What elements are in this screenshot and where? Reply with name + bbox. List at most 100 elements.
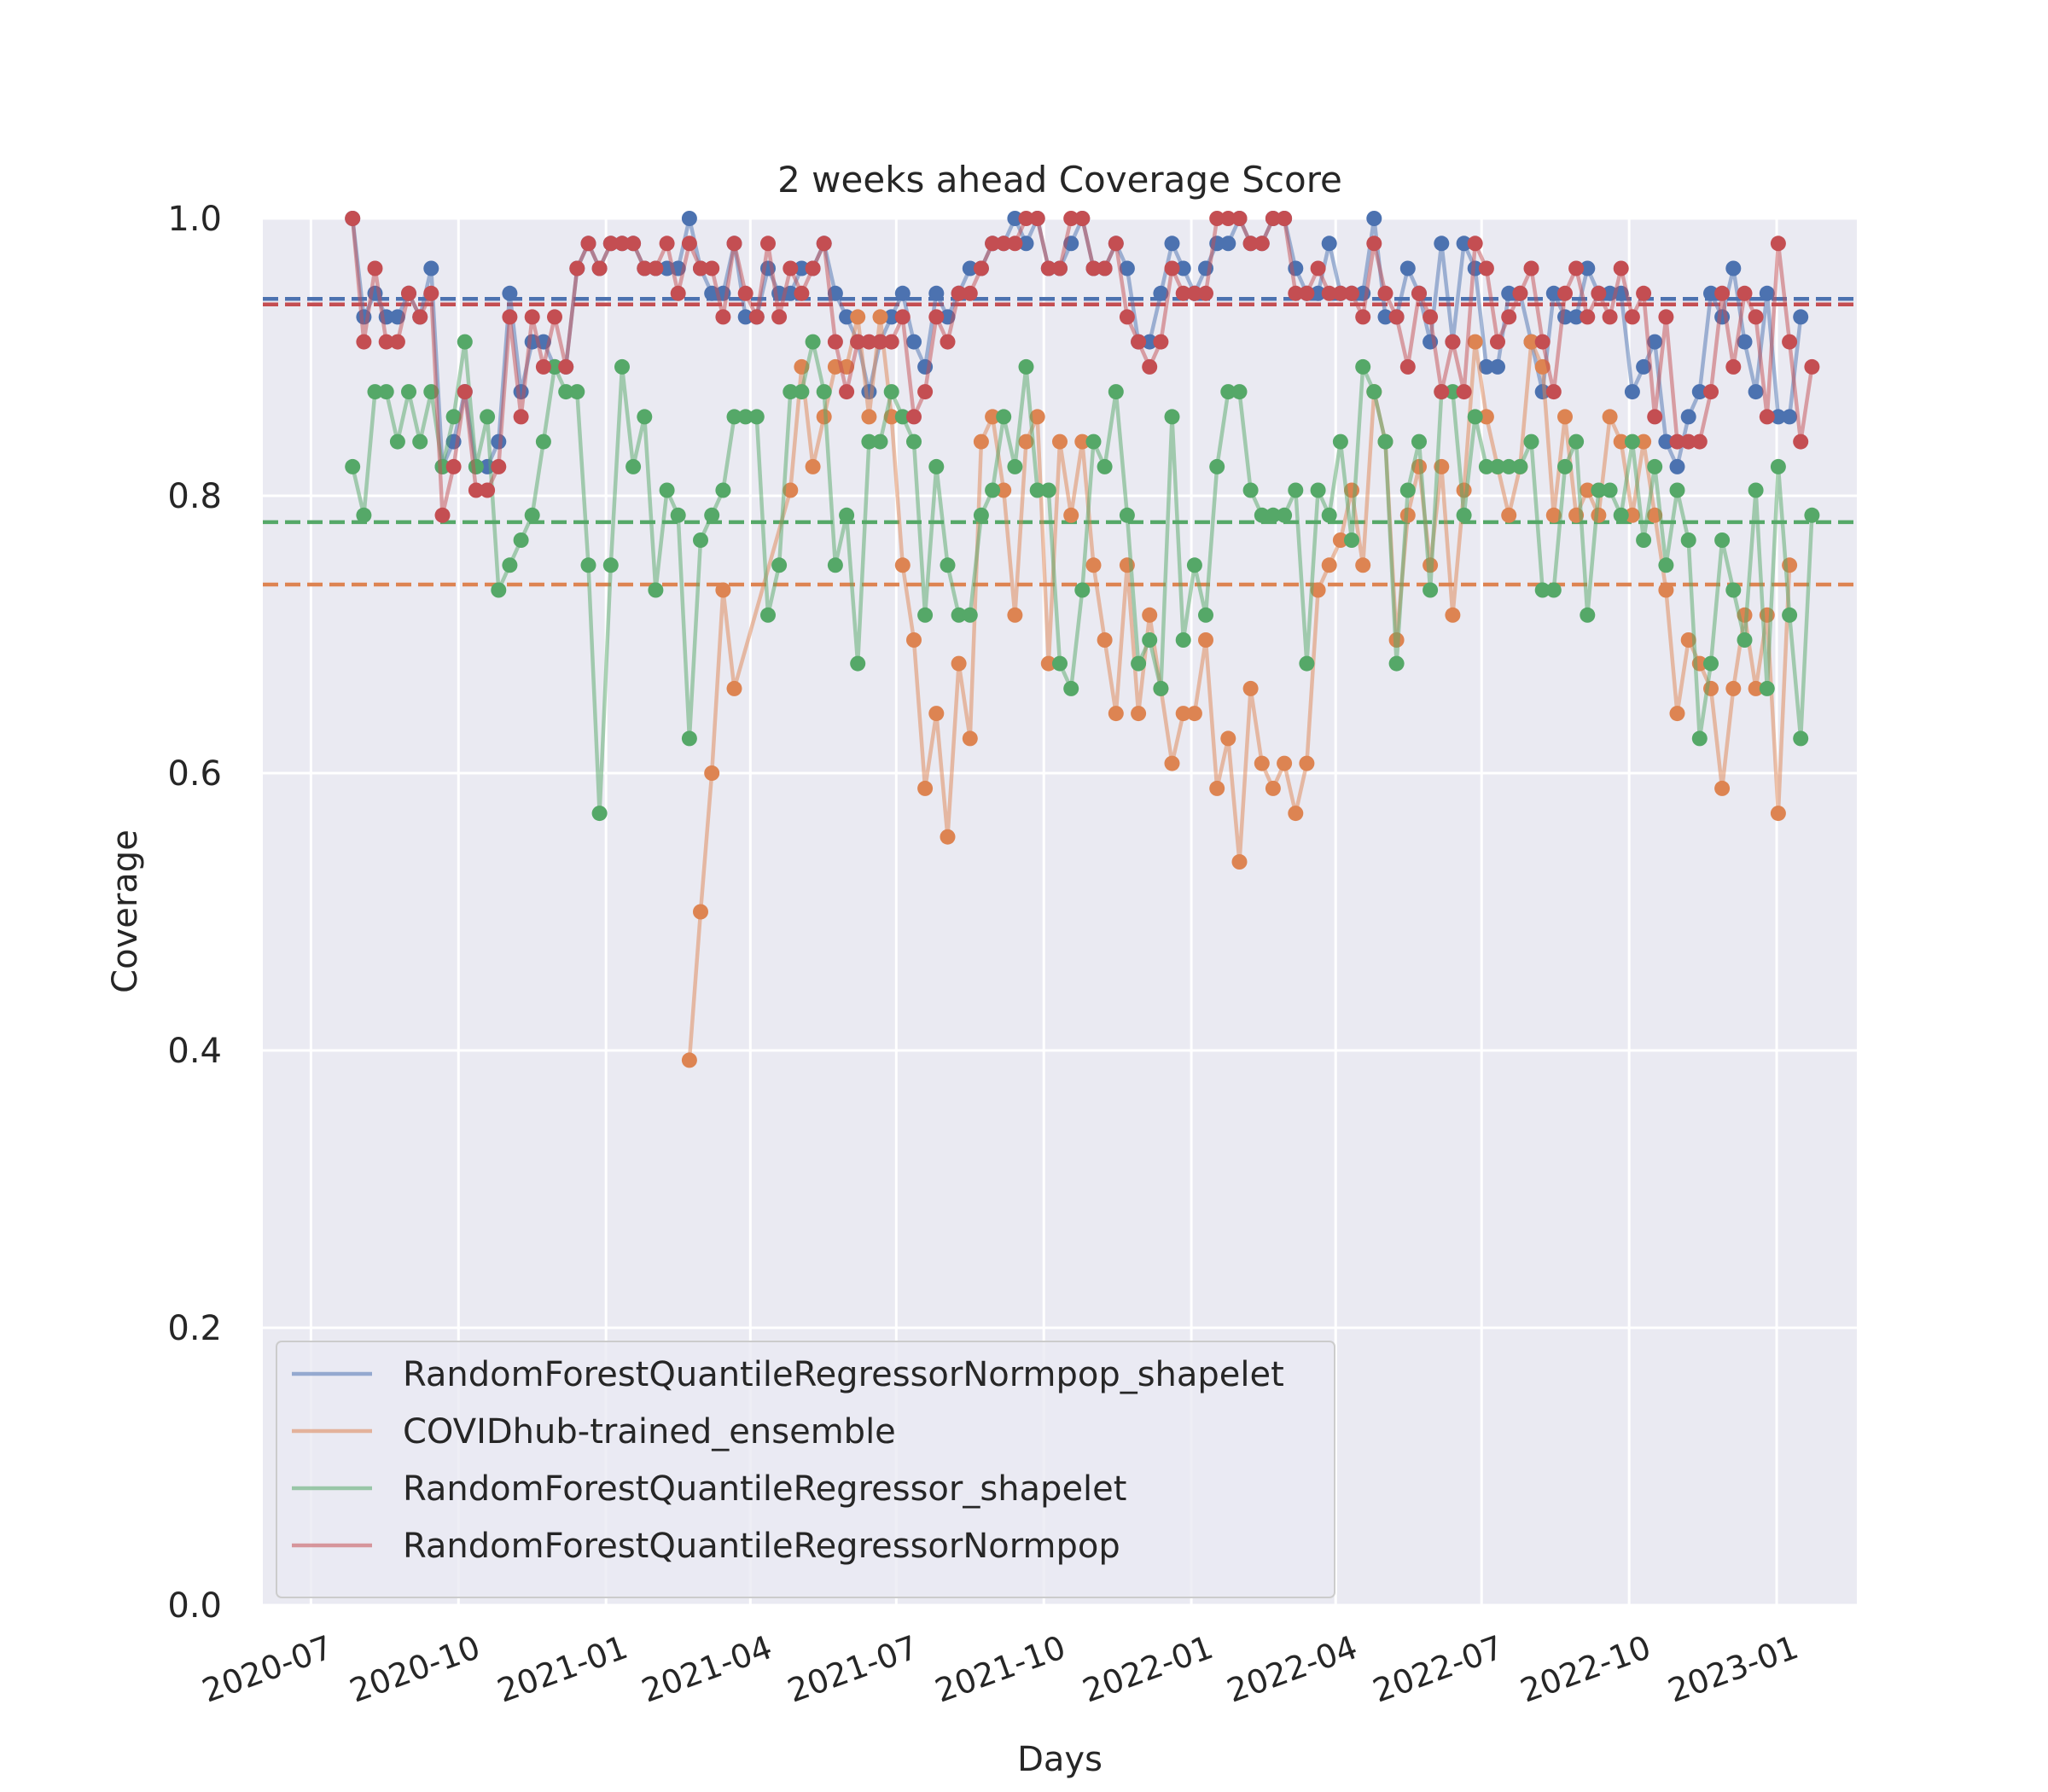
data-point bbox=[1388, 655, 1405, 672]
data-point bbox=[1602, 482, 1618, 498]
data-point bbox=[1254, 507, 1270, 523]
data-point bbox=[1310, 482, 1326, 498]
data-point bbox=[996, 236, 1012, 252]
data-point bbox=[1624, 309, 1640, 325]
data-point bbox=[1545, 285, 1562, 301]
data-point bbox=[1153, 285, 1169, 301]
data-point bbox=[1131, 334, 1147, 350]
data-point bbox=[737, 409, 753, 425]
data-point bbox=[973, 260, 989, 276]
data-point bbox=[1703, 285, 1719, 301]
y-tick-label: 0.2 bbox=[167, 1309, 222, 1348]
data-point bbox=[1321, 285, 1337, 301]
data-point bbox=[1568, 433, 1585, 450]
data-point bbox=[872, 309, 888, 325]
data-point bbox=[1602, 409, 1618, 425]
data-point bbox=[1748, 482, 1764, 498]
data-point bbox=[917, 384, 934, 400]
data-point bbox=[1669, 482, 1685, 498]
data-point bbox=[1142, 607, 1158, 623]
data-point bbox=[468, 482, 484, 498]
data-point bbox=[1142, 358, 1158, 375]
data-point bbox=[602, 236, 619, 252]
data-point bbox=[1624, 384, 1640, 400]
data-point bbox=[1085, 557, 1102, 573]
data-point bbox=[356, 507, 372, 523]
data-point bbox=[445, 458, 462, 474]
data-point bbox=[1209, 211, 1225, 226]
data-point bbox=[883, 309, 899, 325]
data-point bbox=[861, 334, 877, 350]
data-point bbox=[625, 458, 642, 474]
data-point bbox=[1580, 482, 1596, 498]
data-point bbox=[715, 482, 731, 498]
data-point bbox=[1725, 358, 1742, 375]
data-point bbox=[1299, 655, 1315, 672]
data-point bbox=[1321, 557, 1337, 573]
data-point bbox=[894, 557, 911, 573]
data-point bbox=[1119, 260, 1135, 276]
data-point bbox=[423, 285, 439, 301]
data-point bbox=[1175, 260, 1191, 276]
data-point bbox=[704, 765, 720, 781]
data-point bbox=[1770, 236, 1786, 252]
data-point bbox=[535, 358, 551, 375]
data-point bbox=[1445, 334, 1461, 350]
data-point bbox=[1523, 334, 1539, 350]
data-point bbox=[1580, 607, 1596, 623]
data-point bbox=[996, 482, 1012, 498]
data-point bbox=[715, 309, 731, 325]
data-point bbox=[1063, 680, 1079, 696]
data-point bbox=[1501, 285, 1517, 301]
x-tick-label: 2022-04 bbox=[1222, 1628, 1362, 1710]
data-point bbox=[1636, 358, 1652, 375]
data-point bbox=[614, 358, 630, 375]
data-point bbox=[816, 384, 832, 400]
data-point bbox=[771, 557, 788, 573]
data-point bbox=[1097, 458, 1113, 474]
data-point bbox=[1153, 334, 1169, 350]
data-point bbox=[1478, 260, 1494, 276]
data-point bbox=[1782, 409, 1798, 425]
data-point bbox=[681, 236, 697, 252]
data-point bbox=[1366, 384, 1382, 400]
data-point bbox=[457, 384, 473, 400]
data-point bbox=[1680, 409, 1696, 425]
data-point bbox=[569, 384, 585, 400]
data-point bbox=[1434, 384, 1450, 400]
data-point bbox=[1725, 260, 1742, 276]
data-point bbox=[1658, 582, 1674, 598]
data-point bbox=[973, 433, 989, 450]
data-point bbox=[985, 482, 1001, 498]
data-point bbox=[1321, 236, 1337, 252]
data-point bbox=[524, 309, 540, 325]
data-point bbox=[839, 384, 855, 400]
data-point bbox=[681, 1052, 697, 1068]
data-point bbox=[524, 507, 540, 523]
data-point bbox=[1580, 309, 1596, 325]
data-point bbox=[906, 409, 922, 425]
data-point bbox=[1242, 482, 1259, 498]
data-point bbox=[1186, 557, 1202, 573]
data-point bbox=[1658, 557, 1674, 573]
data-point bbox=[1209, 780, 1225, 796]
data-point bbox=[670, 507, 686, 523]
data-point bbox=[928, 706, 945, 722]
data-point bbox=[850, 309, 866, 325]
data-point bbox=[1725, 582, 1742, 598]
data-point bbox=[1636, 285, 1652, 301]
data-point bbox=[951, 285, 967, 301]
data-point bbox=[1759, 285, 1775, 301]
y-tick-label: 0.8 bbox=[167, 477, 222, 516]
data-point bbox=[547, 358, 562, 375]
data-point bbox=[356, 334, 372, 350]
data-point bbox=[1242, 680, 1259, 696]
data-point bbox=[1557, 409, 1573, 425]
data-point bbox=[748, 309, 765, 325]
data-point bbox=[681, 730, 697, 747]
data-point bbox=[1478, 409, 1494, 425]
data-point bbox=[1782, 334, 1798, 350]
data-point bbox=[602, 557, 619, 573]
data-point bbox=[850, 334, 866, 350]
data-point bbox=[1007, 458, 1023, 474]
